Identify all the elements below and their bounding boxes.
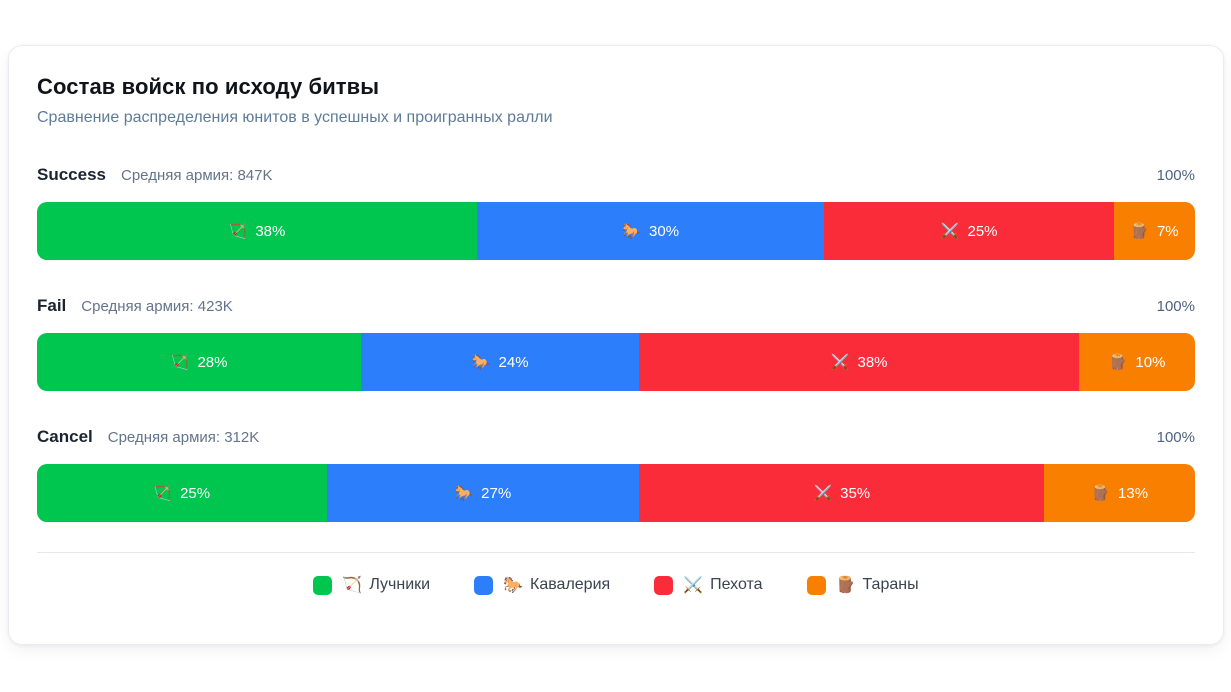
legend-label-cavalry: Кавалерия [530,576,611,593]
segment-percent: 13% [1118,484,1149,502]
horse-icon: 🐎 [454,485,474,502]
legend-item-infantry[interactable]: ⚔️ Пехота [654,575,763,595]
color-swatch-infantry [654,575,674,595]
outcome-label: Success [37,165,106,184]
segment-percent: 27% [481,484,512,502]
bar-segment-infantry: ⚔️ 35% [639,464,1045,522]
page-subtitle: Сравнение распределения юнитов в успешны… [37,109,553,126]
outcome-group-success: Success Средняя армия: 847K 100% 🏹 38% 🐎… [37,165,1195,260]
color-swatch-cavalry [474,575,494,595]
stacked-bar-cancel: 🏹 25% 🐎 27% ⚔️ 35% 🪵 13% [37,464,1195,522]
stacked-bar-fail: 🏹 28% 🐎 24% ⚔️ 38% 🪵 10% [37,333,1195,391]
wood-log-icon: 🪵 [835,577,856,594]
bow-arrow-icon: 🏹 [153,485,173,502]
legend-item-rams[interactable]: 🪵 Тараны [806,575,919,595]
crossed-swords-icon: ⚔️ [940,223,960,240]
bar-segment-archers: 🏹 28% [37,333,362,391]
color-swatch-rams [806,575,826,595]
bow-arrow-icon: 🏹 [170,354,190,371]
legend-item-archers[interactable]: 🏹 Лучники [313,575,430,595]
bar-segment-cavalry: 🐎 24% [361,333,640,391]
legend-label-archers: Лучники [369,576,431,593]
bar-segment-infantry: ⚔️ 38% [639,333,1080,391]
segment-percent: 38% [857,353,888,371]
horse-icon: 🐎 [471,354,491,371]
crossed-swords-icon: ⚔️ [813,485,833,502]
crossed-swords-icon: ⚔️ [683,577,704,594]
bar-segment-infantry: ⚔️ 25% [824,202,1114,260]
bar-segment-rams: 🪵 13% [1044,464,1195,522]
bow-arrow-icon: 🏹 [342,577,363,594]
bar-segment-archers: 🏹 25% [37,464,327,522]
bar-segment-cavalry: 🐎 30% [477,202,825,260]
outcome-label: Cancel [37,427,93,446]
outcome-label: Fail [37,296,67,315]
avg-army-label: Средняя армия: 312K [107,429,260,446]
bar-segment-archers: 🏹 38% [37,202,478,260]
group-header: Cancel Средняя армия: 312K 100% [37,427,1195,451]
segment-percent: 25% [180,484,211,502]
segment-percent: 35% [840,484,871,502]
outcome-group-fail: Fail Средняя армия: 423K 100% 🏹 28% 🐎 24… [37,296,1195,391]
segment-percent: 10% [1135,353,1166,371]
axis-max-label: 100% [1156,298,1195,315]
page-title: Состав войск по исходу битвы [37,74,380,99]
legend-label-rams: Тараны [862,576,919,593]
wood-log-icon: 🪵 [1130,223,1149,240]
segment-percent: 28% [197,353,228,371]
legend-label-infantry: Пехота [710,576,763,593]
color-swatch-archers [313,575,333,595]
horse-icon: 🐎 [503,577,523,594]
legend: 🏹 Лучники 🐎 Кавалерия ⚔️ Пехота 🪵 Тараны [37,575,1195,595]
avg-army-label: Средняя армия: 847K [121,167,273,184]
bar-segment-cavalry: 🐎 27% [326,464,640,522]
segment-percent: 24% [498,353,529,371]
legend-divider [37,552,1195,553]
legend-item-cavalry[interactable]: 🐎 Кавалерия [474,575,610,595]
wood-log-icon: 🪵 [1091,485,1111,502]
segment-percent: 38% [255,222,286,240]
horse-icon: 🐎 [622,223,642,240]
segment-percent: 30% [649,222,680,240]
bar-segment-rams: 🪵 7% [1113,202,1195,260]
avg-army-label: Средняя армия: 423K [81,298,233,315]
stacked-bar-success: 🏹 38% 🐎 30% ⚔️ 25% 🪵 7% [37,202,1195,260]
axis-max-label: 100% [1156,429,1195,446]
bar-segment-rams: 🪵 10% [1079,333,1195,391]
bow-arrow-icon: 🏹 [228,223,248,240]
segment-percent: 25% [967,222,998,240]
group-header: Success Средняя армия: 847K 100% [37,165,1195,189]
group-header: Fail Средняя армия: 423K 100% [37,296,1195,320]
troops-composition-card: Состав войск по исходу битвы Сравнение р… [8,45,1224,645]
outcome-group-cancel: Cancel Средняя армия: 312K 100% 🏹 25% 🐎 … [37,427,1195,522]
crossed-swords-icon: ⚔️ [830,354,850,371]
wood-log-icon: 🪵 [1108,354,1128,371]
segment-percent: 7% [1156,222,1179,240]
axis-max-label: 100% [1156,167,1195,184]
